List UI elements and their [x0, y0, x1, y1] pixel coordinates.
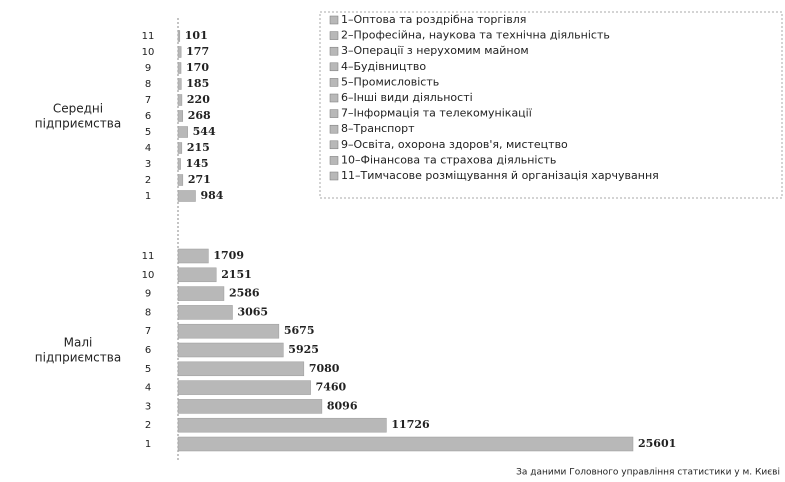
- bar: [177, 94, 183, 106]
- bar: [177, 267, 217, 283]
- bar: [177, 323, 280, 339]
- legend-swatch: [329, 78, 339, 87]
- bar: [177, 78, 182, 90]
- group-label: Малі: [64, 336, 93, 350]
- legend-label: 5–Промисловість: [341, 75, 439, 88]
- legend-swatch: [329, 171, 339, 181]
- data-label: 7080: [309, 362, 340, 375]
- legend-swatch: [329, 124, 339, 134]
- legend-label: 6–Інші види діяльності: [341, 91, 473, 104]
- data-label: 5925: [288, 343, 319, 356]
- bar: [177, 62, 182, 74]
- category-label: 7: [145, 95, 151, 106]
- category-label: 8: [145, 307, 151, 318]
- category-label: 6: [145, 345, 151, 356]
- data-label: 1709: [213, 249, 244, 262]
- category-label: 6: [145, 111, 151, 122]
- data-label: 271: [188, 173, 211, 186]
- category-label: 7: [145, 326, 151, 337]
- legend-label: 4–Будівництво: [341, 60, 426, 73]
- legend-swatch: [329, 109, 339, 118]
- legend-label: 7–Інформація та телекомунікації: [341, 107, 533, 120]
- bar: [177, 248, 209, 264]
- bar: [177, 380, 311, 395]
- data-label: 170: [186, 61, 209, 74]
- category-label: 11: [142, 251, 155, 262]
- category-label: 4: [145, 383, 151, 394]
- category-label: 5: [145, 364, 151, 375]
- bar: [177, 142, 183, 154]
- source-note: За даними Головного управління статистик…: [516, 468, 780, 478]
- category-label: 5: [145, 127, 151, 138]
- legend-label: 9–Освіта, охорона здоров'я, мистецтво: [341, 138, 568, 151]
- category-label: 8: [145, 79, 151, 90]
- legend-label: 10–Фінансова та страхова діяльність: [341, 153, 556, 166]
- category-label: 10: [142, 270, 155, 281]
- group-label: Середні: [53, 102, 103, 116]
- bar: [177, 174, 184, 186]
- data-label: 25601: [638, 437, 676, 450]
- bar: [177, 305, 233, 320]
- data-label: 215: [187, 141, 210, 154]
- bar: [177, 286, 225, 301]
- data-label: 145: [186, 157, 209, 170]
- data-label: 8096: [327, 399, 358, 412]
- data-label: 268: [188, 109, 211, 122]
- data-label: 220: [187, 93, 210, 106]
- legend-swatch: [329, 62, 339, 72]
- legend-swatch: [329, 46, 339, 56]
- category-label: 3: [145, 159, 151, 170]
- legend-swatch: [329, 140, 339, 150]
- legend-swatch: [329, 15, 339, 25]
- category-label: 10: [142, 47, 155, 58]
- category-label: 1: [145, 439, 151, 450]
- category-label: 4: [145, 143, 151, 154]
- data-label: 5675: [284, 324, 315, 337]
- data-label: 177: [186, 45, 209, 58]
- group-label: підприємства: [35, 117, 121, 131]
- bar: [177, 342, 284, 358]
- bar: [177, 190, 196, 202]
- data-label: 2586: [229, 287, 260, 300]
- legend-label: 8–Транспорт: [341, 122, 415, 135]
- legend-swatch: [329, 93, 339, 103]
- data-label: 7460: [316, 381, 347, 394]
- legend-label: 3–Операції з нерухомим майном: [341, 44, 529, 57]
- bar: [177, 30, 181, 42]
- legend-label: 11–Тимчасове розміщування й організація …: [341, 169, 659, 182]
- legend-swatch: [329, 31, 339, 40]
- category-label: 1: [145, 191, 151, 202]
- bar: [177, 417, 387, 433]
- legend-label: 1–Оптова та роздрібна торгівля: [341, 13, 526, 26]
- bar: [177, 399, 323, 414]
- bar: [177, 361, 305, 377]
- bar: [177, 110, 184, 122]
- bar: [177, 126, 188, 138]
- data-label: 2151: [221, 268, 252, 281]
- data-label: 185: [186, 77, 209, 90]
- data-label: 984: [200, 189, 223, 202]
- category-label: 3: [145, 401, 151, 412]
- category-label: 9: [145, 63, 151, 74]
- data-label: 544: [193, 125, 216, 138]
- group-label: підприємства: [35, 351, 121, 365]
- legend-label: 2–Професійна, наукова та технічна діяльн…: [341, 29, 610, 42]
- bar: [177, 436, 634, 452]
- category-label: 2: [145, 175, 151, 186]
- bar: [177, 46, 182, 58]
- data-label: 3065: [237, 305, 268, 318]
- bar: [177, 158, 181, 170]
- data-label: 11726: [391, 418, 430, 431]
- legend-swatch: [329, 156, 339, 165]
- category-label: 11: [142, 31, 155, 42]
- category-label: 9: [145, 289, 151, 300]
- data-label: 101: [185, 29, 208, 42]
- category-label: 2: [145, 420, 151, 431]
